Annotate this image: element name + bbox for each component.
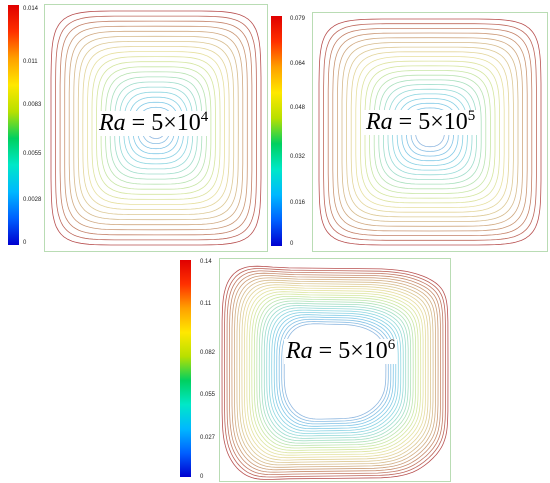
rayleigh-label: Ra = 5×104 <box>97 109 211 137</box>
isoline <box>246 288 424 456</box>
colorbar-tick: 0.014 <box>23 6 39 12</box>
isoline <box>238 282 432 463</box>
colorbar <box>180 260 191 477</box>
isoline <box>278 318 392 425</box>
colorbar-tick: 0.064 <box>290 61 306 67</box>
colorbar-tick: 0.14 <box>200 259 212 265</box>
isoline <box>82 46 230 210</box>
isoline <box>273 314 397 430</box>
isoline <box>236 279 434 466</box>
isoline <box>251 293 419 451</box>
ra-exponent: 4 <box>200 109 209 125</box>
isoline <box>241 284 429 461</box>
isoline <box>346 46 514 218</box>
isoline <box>283 323 387 420</box>
isoline <box>327 28 533 236</box>
isoline <box>226 270 444 475</box>
colorbar-tick: 0.079 <box>290 16 306 22</box>
isoline <box>268 309 402 434</box>
isoline <box>77 40 235 216</box>
isoline <box>281 321 389 422</box>
isoline <box>332 32 528 232</box>
ra-symbol: Ra <box>99 110 126 136</box>
colorbar-tick: 0 <box>200 474 204 480</box>
ra-equals: = 5×10 <box>312 338 388 364</box>
isoline <box>68 30 244 226</box>
colorbar-tick: 0.0028 <box>23 197 42 203</box>
isoline <box>253 296 417 449</box>
isoline <box>229 272 441 473</box>
isoline <box>318 18 542 246</box>
isoline <box>91 56 221 200</box>
isoline <box>355 56 505 208</box>
colorbar-tick: 0 <box>290 241 294 247</box>
ra-equals: = 5×10 <box>125 110 201 136</box>
isoline <box>323 23 537 241</box>
isoline <box>263 305 407 439</box>
isoline <box>87 51 225 205</box>
colorbar-tick: 0.048 <box>290 105 306 111</box>
ra-symbol: Ra <box>366 109 393 135</box>
isoline <box>341 41 519 223</box>
isoline <box>276 316 394 427</box>
contour-lines <box>50 10 262 246</box>
colorbar-tick: 0.055 <box>200 392 216 398</box>
streamline-plot <box>219 258 451 482</box>
rayleigh-label: Ra = 5×106 <box>284 337 398 365</box>
isoline <box>50 10 262 246</box>
isoline <box>271 312 399 432</box>
isoline <box>261 302 409 442</box>
rayleigh-label: Ra = 5×105 <box>364 108 478 136</box>
isoline <box>96 61 216 195</box>
isoline <box>233 277 437 468</box>
isoline <box>73 35 239 221</box>
ra-equals: = 5×10 <box>392 109 468 135</box>
colorbar-tick: 0 <box>23 240 27 246</box>
isoline <box>256 298 414 446</box>
isoline <box>350 51 510 213</box>
isoline <box>221 265 449 480</box>
isoline <box>266 307 404 437</box>
colorbar <box>8 5 19 245</box>
isoline <box>258 300 412 444</box>
isoline <box>337 37 523 227</box>
colorbar-tick: 0.0055 <box>23 151 42 157</box>
ra-exponent: 6 <box>387 337 396 353</box>
contour-lines <box>221 265 449 480</box>
colorbar-tick: 0.082 <box>200 350 216 356</box>
ra-symbol: Ra <box>286 338 313 364</box>
isoline <box>243 286 427 459</box>
isoline <box>248 291 422 454</box>
colorbar-tick: 0.0083 <box>23 102 42 108</box>
isoline <box>64 25 248 231</box>
isoline <box>224 268 446 478</box>
colorbar <box>271 16 282 246</box>
isoline <box>360 60 500 204</box>
colorbar-tick: 0.011 <box>23 59 38 65</box>
isoline <box>55 15 257 241</box>
colorbar-tick: 0.032 <box>290 154 306 160</box>
isoline <box>59 20 253 236</box>
colorbar-tick: 0.027 <box>200 435 216 441</box>
ra-exponent: 5 <box>467 108 476 124</box>
colorbar-tick: 0.016 <box>290 200 306 206</box>
isoline <box>231 275 439 471</box>
colorbar-tick: 0.11 <box>200 301 212 307</box>
